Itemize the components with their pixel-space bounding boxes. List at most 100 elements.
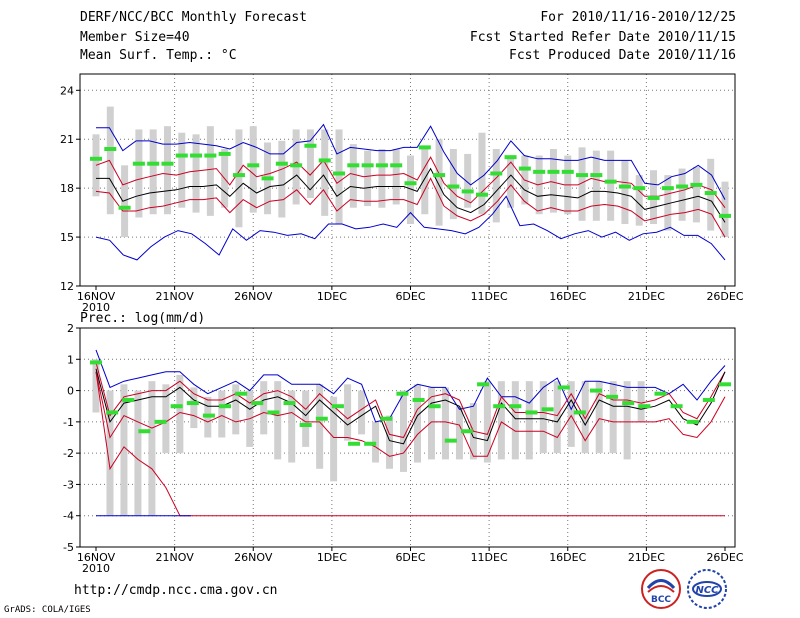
spread-bar: [511, 381, 519, 460]
y-tick-label: 21: [60, 133, 74, 146]
median-mark: [719, 213, 731, 218]
spread-bar: [678, 168, 686, 221]
spread-bar: [592, 150, 600, 221]
median-mark: [404, 181, 417, 186]
spread-bar: [106, 390, 114, 516]
x-tick-label: 26DEC: [706, 551, 743, 564]
median-mark: [590, 173, 603, 178]
spread-bar: [609, 381, 617, 454]
x-tick-label: 6DEC: [395, 551, 425, 564]
x-tick-label: 26DEC: [706, 290, 743, 303]
spread-bar: [607, 150, 615, 221]
median-mark: [219, 404, 232, 409]
median-mark: [461, 189, 474, 194]
median-mark: [275, 161, 288, 166]
lower-line: [95, 177, 726, 238]
x-tick-label: 16DEC: [549, 551, 586, 564]
median-mark: [654, 391, 667, 396]
median-mark: [493, 404, 506, 409]
median-mark: [661, 186, 674, 191]
median-mark: [589, 388, 602, 393]
spread-bar: [400, 390, 408, 472]
median-mark: [686, 419, 699, 424]
spread-bar: [455, 406, 463, 460]
spread-bar: [378, 149, 386, 208]
median-mark: [138, 429, 151, 434]
spread-bar: [120, 384, 128, 516]
spread-bar: [344, 384, 352, 441]
spread-bar: [134, 390, 142, 516]
median-mark: [702, 397, 715, 402]
spread-bar: [386, 415, 394, 469]
y-tick-label: 1: [67, 353, 74, 366]
spread-bar: [148, 381, 156, 516]
median-mark: [170, 404, 183, 409]
spread-bar: [232, 384, 240, 435]
median-mark: [676, 184, 689, 189]
median-mark: [396, 391, 409, 396]
x-tick-label: 11DEC: [471, 290, 508, 303]
median-mark: [347, 163, 360, 168]
spread-bar: [192, 134, 200, 213]
median-mark: [444, 438, 457, 443]
median-mark: [122, 397, 135, 402]
spread-bar: [435, 139, 443, 226]
spread-bar: [407, 155, 414, 225]
chart-title: DERF/NCC/BCC Monthly Forecast: [80, 10, 307, 25]
spread-bar: [497, 381, 505, 460]
bcc-logo-text: BCC: [651, 595, 671, 605]
spread-bar: [316, 384, 324, 469]
median-mark: [331, 404, 344, 409]
spread-bar: [190, 387, 198, 429]
spread-bar: [549, 149, 557, 213]
spread-bar: [635, 175, 643, 226]
spread-bar: [621, 160, 629, 225]
mean-line: [96, 167, 726, 223]
spread-bar: [306, 129, 314, 198]
spread-bar: [637, 381, 645, 422]
median-mark: [606, 394, 619, 399]
spread-bar: [421, 149, 429, 215]
source-url[interactable]: http://cmdp.ncc.cma.gov.cn: [74, 583, 278, 598]
y-tick-label: -1: [63, 416, 74, 429]
y-tick-label: 15: [60, 231, 74, 244]
spread-bar: [249, 126, 257, 213]
spread-bar: [260, 381, 268, 435]
spread-bar: [567, 381, 575, 447]
spread-bar: [335, 129, 343, 225]
median-mark: [235, 391, 248, 396]
median-mark: [561, 169, 574, 174]
spread-bar: [162, 384, 170, 454]
median-mark: [576, 173, 589, 178]
refer-date: Fcst Started Refer Date 2010/11/15: [469, 30, 736, 45]
spread-bar: [206, 126, 214, 216]
max-line: [95, 349, 726, 423]
median-mark: [304, 143, 317, 148]
median-mark: [390, 163, 403, 168]
median-mark: [333, 171, 346, 176]
median-mark: [547, 169, 560, 174]
median-mark: [719, 382, 731, 387]
mean-line: [95, 368, 726, 445]
precip-title: Prec.: log(mm/d): [80, 311, 205, 326]
median-mark: [361, 163, 374, 168]
median-mark: [573, 410, 586, 415]
plot-frame: [79, 327, 736, 548]
y-tick-label: 24: [60, 84, 74, 97]
median-mark: [154, 419, 167, 424]
y-tick-label: -2: [63, 447, 74, 460]
x-tick-label: 26NOV: [234, 551, 273, 564]
spread-bar: [92, 359, 100, 413]
median-mark: [204, 153, 217, 158]
x-tick-label: 26NOV: [234, 290, 273, 303]
ncc-logo-icon: NCC: [687, 569, 727, 609]
y-tick-label: 18: [60, 182, 74, 195]
lower-line: [95, 371, 726, 457]
median-mark: [525, 410, 538, 415]
x-tick-year-label: 2010: [82, 562, 110, 575]
median-mark: [477, 382, 490, 387]
y-tick-label: -5: [63, 541, 74, 554]
median-mark: [132, 161, 145, 166]
median-mark: [375, 163, 388, 168]
max_member-line: [95, 195, 726, 261]
